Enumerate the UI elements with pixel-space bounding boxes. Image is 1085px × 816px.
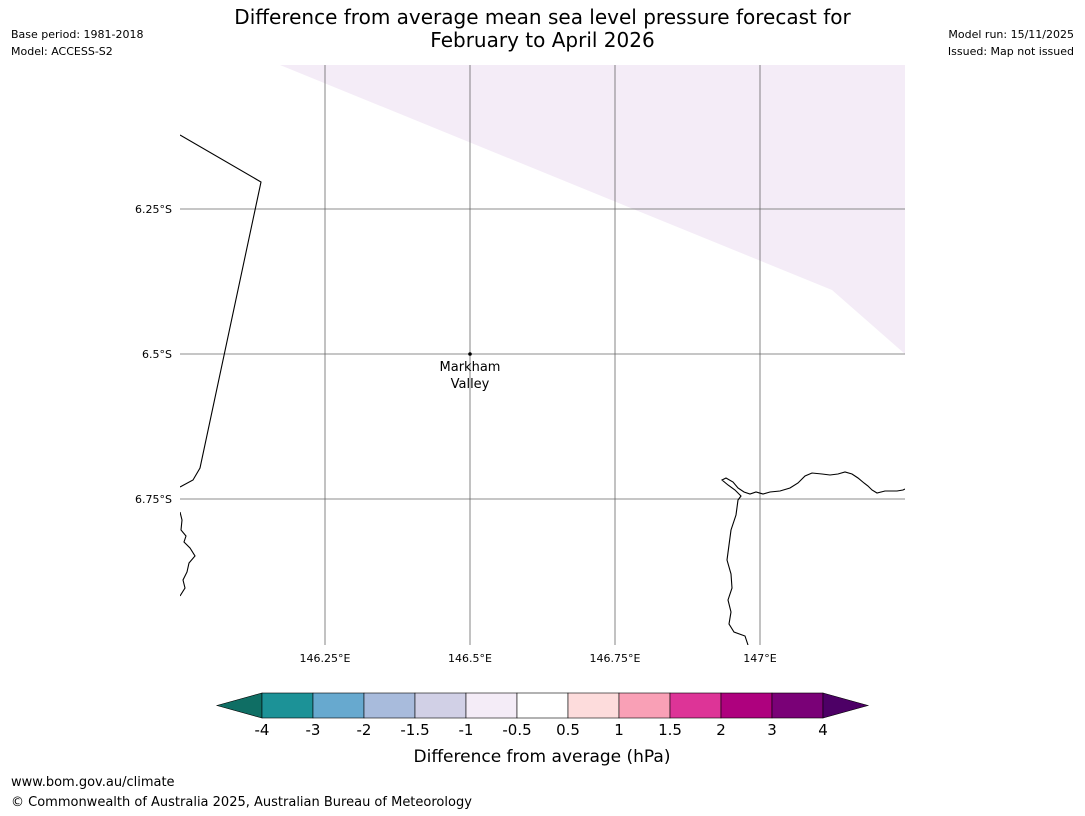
colorbar-label: Difference from average (hPa)	[414, 747, 671, 767]
colorbar-extend-max	[822, 692, 870, 719]
meta-left: Base period: 1981-2018 Model: ACCESS-S2	[11, 26, 143, 60]
colorbar-tick-label: 0.5	[556, 721, 580, 739]
coastline-west	[180, 511, 196, 597]
colorbar-tick-label: -4	[255, 721, 270, 739]
longitude-label: 147°E	[743, 652, 776, 665]
colorbar-tick-label: 2	[716, 721, 726, 739]
map-title-line2: February to April 2026	[430, 28, 655, 52]
pressure-anomaly-region	[280, 65, 905, 354]
longitude-label: 146.75°E	[590, 652, 641, 665]
meta-right: Model run: 15/11/2025 Issued: Map not is…	[948, 26, 1074, 60]
website-link[interactable]: www.bom.gov.au/climate	[11, 775, 175, 790]
latitude-label: 6.75°S	[135, 493, 172, 506]
map-title-line1: Difference from average mean sea level p…	[234, 5, 851, 29]
colorbar-tick-label: 4	[818, 721, 828, 739]
longitude-label: 146.25°E	[300, 652, 351, 665]
colorbar-tick-label: 1.5	[658, 721, 682, 739]
colorbar-segment	[618, 692, 671, 719]
graticule	[180, 65, 905, 645]
colorbar-segment	[567, 692, 620, 719]
colorbar-tick-label: 1	[614, 721, 624, 739]
location-label-line1: Markham	[440, 360, 501, 375]
colorbar-segment	[669, 692, 722, 719]
colorbar: -4 -3 -2 -1.5 -1 -0.5 0.5 1 1.5 2 3 4	[215, 692, 870, 739]
latitude-label: 6.5°S	[142, 348, 172, 361]
colorbar-segment	[414, 692, 467, 719]
colorbar-tick-label: -0.5	[502, 721, 531, 739]
colorbar-segment	[312, 692, 365, 719]
latitude-label: 6.25°S	[135, 203, 172, 216]
colorbar-segment	[720, 692, 773, 719]
colorbar-tick-label: -1	[459, 721, 474, 739]
location-dot	[468, 352, 472, 356]
map-title: Difference from average mean sea level p…	[0, 6, 1085, 52]
model-name: Model: ACCESS-S2	[11, 45, 113, 58]
colorbar-segment	[465, 692, 518, 719]
colorbar-tick-label: -3	[306, 721, 321, 739]
copyright-notice: © Commonwealth of Australia 2025, Austra…	[11, 795, 472, 810]
location-label-line2: Valley	[451, 377, 490, 392]
colorbar-segment	[261, 692, 314, 719]
colorbar-segment	[363, 692, 416, 719]
colorbar-extend-min	[215, 692, 263, 719]
colorbar-tick-label: 3	[767, 721, 777, 739]
colorbar-segment	[771, 692, 824, 719]
issued-status: Issued: Map not issued	[947, 45, 1074, 58]
base-period: Base period: 1981-2018	[11, 28, 144, 41]
model-run: Model run: 15/11/2025	[948, 28, 1074, 41]
coastline-east	[721, 471, 905, 645]
colorbar-segment	[516, 692, 569, 719]
longitude-label: 146.5°E	[448, 652, 492, 665]
colorbar-tick-label: -1.5	[400, 721, 429, 739]
province-boundary	[180, 134, 262, 488]
colorbar-tick-label: -2	[357, 721, 372, 739]
map-area: Markham Valley	[180, 65, 905, 645]
